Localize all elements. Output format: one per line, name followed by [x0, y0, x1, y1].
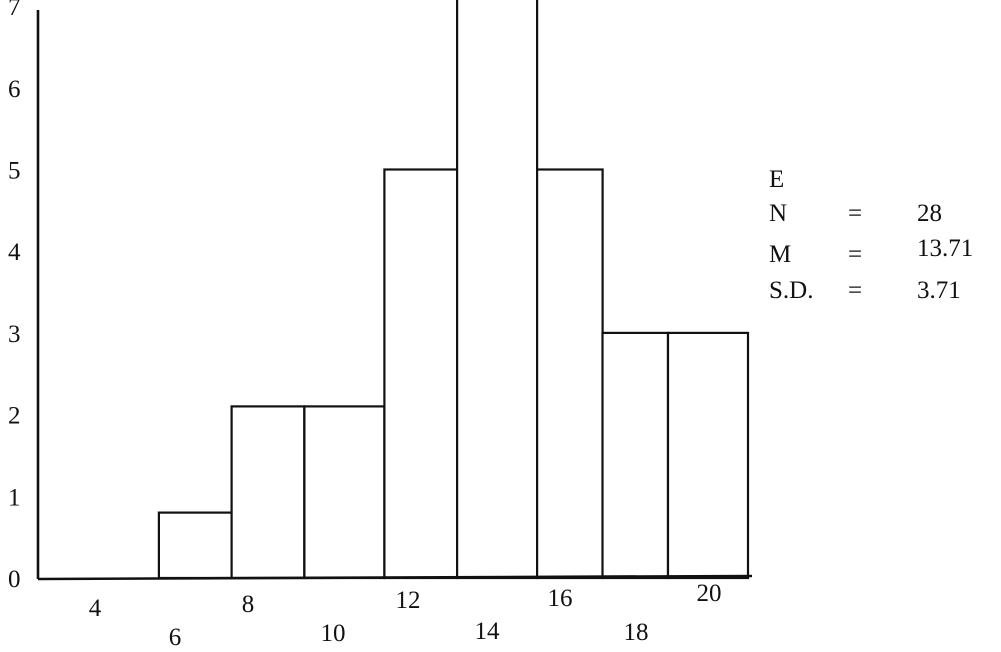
histogram-bar-6 [535, 168, 604, 580]
stats-n-equals: = [848, 200, 862, 227]
x-tick-label-4: 4 [89, 595, 102, 622]
y-tick-label-6: 6 [8, 76, 21, 103]
stats-mean-label: M [769, 241, 791, 268]
histogram-bar-8 [666, 331, 750, 580]
stats-group-label: E [769, 166, 784, 193]
y-tick-label-3: 3 [8, 321, 21, 348]
stats-sd-equals: = [848, 277, 862, 304]
x-tick-label-12: 12 [396, 587, 421, 614]
x-tick-label-8: 8 [242, 591, 255, 618]
stats-sd-label: S.D. [769, 277, 813, 304]
stats-mean-value: 13.71 [917, 235, 973, 262]
x-tick-label-10: 10 [321, 620, 346, 647]
stats-n-label: N [769, 200, 787, 227]
x-axis-line [37, 574, 753, 581]
histogram-bar-2 [230, 405, 306, 580]
x-tick-labels: 4 6 8 10 12 14 16 18 20 [89, 580, 722, 651]
y-tick-label-7: 7 [8, 0, 21, 21]
x-tick-label-18: 18 [624, 619, 649, 646]
histogram-bar-4 [383, 168, 459, 580]
y-tick-label-1: 1 [8, 484, 21, 511]
x-tick-label-14: 14 [475, 618, 501, 645]
histogram-bar-1 [157, 511, 233, 580]
y-tick-labels: 0 1 2 3 4 5 6 7 [8, 0, 21, 593]
stats-mean-equals: = [848, 241, 862, 268]
stats-sd-value: 3.71 [917, 277, 961, 304]
stats-n-value: 28 [917, 200, 942, 227]
x-tick-label-16: 16 [548, 585, 573, 612]
y-tick-label-0: 0 [8, 566, 21, 593]
bars-group [157, 0, 750, 580]
histogram-bar-3 [303, 405, 386, 580]
x-tick-label-20: 20 [697, 580, 722, 607]
x-tick-label-6: 6 [169, 624, 182, 651]
stats-block: E N = 28 M = 13.71 S.D. = 3.71 [769, 166, 973, 304]
y-tick-label-4: 4 [8, 239, 21, 266]
histogram-bar-7 [601, 331, 670, 580]
y-tick-label-2: 2 [8, 403, 21, 430]
axes-group [36, 10, 753, 581]
y-tick-label-5: 5 [8, 158, 21, 185]
histogram-bar-5 [456, 0, 539, 580]
